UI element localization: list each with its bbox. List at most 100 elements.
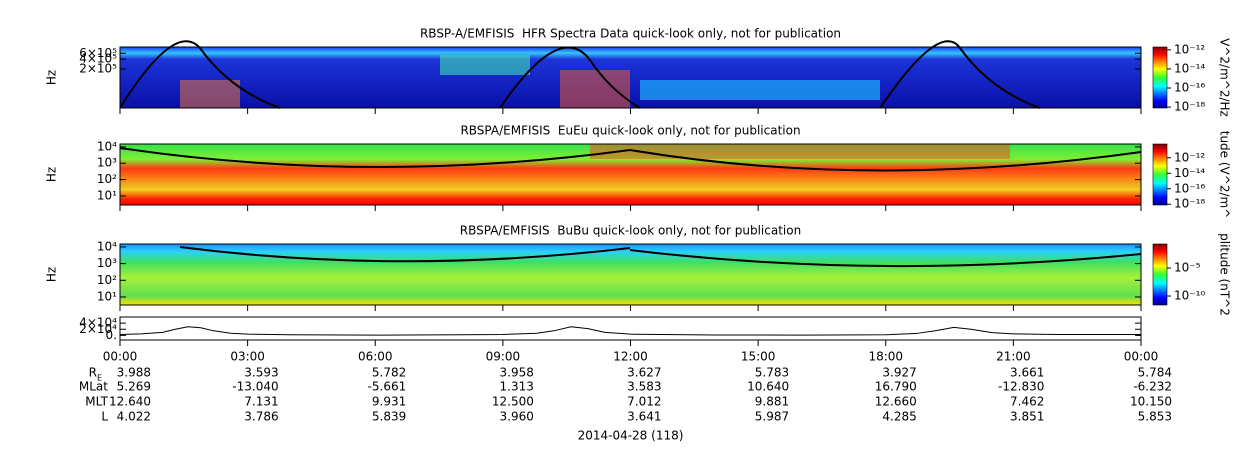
- x-tick-label: 09:00: [486, 350, 521, 364]
- ephemeris-value: 3.927: [882, 366, 916, 380]
- spectrogram-feature: [640, 80, 880, 100]
- panel-title: RBSP-A/EMFISIS HFR Spectra Data quick-lo…: [420, 27, 841, 41]
- y-axis-label: Hz: [45, 167, 59, 182]
- ephemeris-value: 5.782: [372, 366, 406, 380]
- y-tick-label: 6×10⁵: [79, 46, 117, 60]
- ephemeris-value: 10.640: [747, 380, 789, 394]
- ephemeris-value: 3.641: [627, 410, 661, 424]
- ephemeris-value: 16.790: [875, 380, 917, 394]
- ephemeris-label: MLat: [79, 380, 108, 394]
- ephemeris-value: 12.500: [492, 395, 534, 409]
- ephemeris-value: 9.931: [372, 395, 406, 409]
- cyclotron-curve: [119, 40, 1041, 109]
- ephemeris-value: 5.839: [372, 410, 406, 424]
- ephemeris-value: 12.640: [109, 395, 151, 409]
- y-tick-label: 10²: [97, 172, 117, 186]
- panel-title: RBSPA/EMFISIS EuEu quick-look only, not …: [460, 124, 800, 138]
- y-tick-label: 4×10⁵: [79, 52, 117, 66]
- y-tick-label: 0.: [106, 328, 117, 342]
- panel-frame: [119, 316, 1142, 341]
- panel-frame: [119, 46, 1142, 109]
- y-tick-label: 10³: [97, 256, 117, 270]
- ephemeris-label-subscript: E: [97, 374, 102, 383]
- ephemeris-value: 7.131: [244, 395, 278, 409]
- panel-title: RBSPA/EMFISIS BuBu quick-look only, not …: [460, 224, 801, 238]
- ephemeris-value: -12.830: [998, 380, 1044, 394]
- x-tick-label: 15:00: [741, 350, 776, 364]
- ephemeris-label: L: [101, 410, 108, 424]
- ephemeris-value: 9.881: [755, 395, 789, 409]
- colorbar-tick-label: 10⁻¹²: [1174, 150, 1205, 164]
- y-tick-label: 4×10⁴: [79, 316, 117, 330]
- x-tick-label: 21:00: [996, 350, 1031, 364]
- ephemeris-value: 5.269: [117, 380, 151, 394]
- ephemeris-value: 10.150: [1130, 395, 1172, 409]
- ephemeris-value: 3.583: [627, 380, 661, 394]
- colorbar-tick-label: 10⁻¹⁸: [1174, 100, 1205, 114]
- spectrogram-image: [120, 47, 1141, 108]
- date-label: 2014-04-28 (118): [578, 429, 684, 443]
- colorbar-tick-label: 10⁻¹⁰: [1174, 289, 1205, 303]
- ephemeris-value: 4.285: [882, 410, 916, 424]
- ephemeris-value: 7.012: [627, 395, 661, 409]
- colorbar-tick-label: 10⁻¹⁶: [1174, 81, 1205, 95]
- spectrogram-feature: [180, 80, 240, 108]
- ephemeris-label: R: [89, 366, 97, 380]
- colorbar: [1152, 46, 1168, 109]
- colorbar-tick-label: 10⁻¹⁴: [1174, 61, 1205, 75]
- spectrogram-feature: [560, 70, 630, 108]
- ephemeris-value: 7.462: [1010, 395, 1044, 409]
- y-tick-label: 10²: [97, 273, 117, 287]
- cyclotron-curve: [119, 147, 1142, 172]
- ephemeris-value: 5.783: [755, 366, 789, 380]
- ephemeris-value: 3.958: [500, 366, 534, 380]
- colorbar-tick-label: 10⁻⁵: [1174, 261, 1201, 275]
- colorbar-label: tude (V^2/m^: [1218, 131, 1232, 219]
- colorbar-tick-label: 10⁻¹⁶: [1174, 181, 1205, 195]
- ephemeris-value: 4.022: [117, 410, 151, 424]
- cyclotron-curve: [179, 246, 1142, 268]
- data-line: [119, 326, 1141, 336]
- ephemeris-label: MLT: [85, 395, 108, 409]
- colorbar: [1152, 243, 1168, 306]
- ephemeris-value: 3.988: [117, 366, 151, 380]
- colorbar-tick-label: 10⁻¹²: [1174, 42, 1205, 56]
- x-tick-label: 18:00: [868, 350, 903, 364]
- spectrogram-feature: [440, 55, 530, 75]
- x-tick-label: 12:00: [613, 350, 648, 364]
- ephemeris-value: 12.660: [875, 395, 917, 409]
- ephemeris-value: 3.786: [244, 410, 278, 424]
- ephemeris-value: 3.851: [1010, 410, 1044, 424]
- colorbar-tick-label: 10⁻¹⁴: [1174, 166, 1205, 180]
- x-tick-label: 00:00: [1124, 350, 1159, 364]
- y-tick-label: 10⁴: [97, 239, 117, 253]
- y-tick-label: 10³: [97, 156, 117, 170]
- ephemeris-value: 5.987: [755, 410, 789, 424]
- panel-frame: [119, 243, 1142, 306]
- ephemeris-value: -6.232: [1133, 380, 1172, 394]
- ephemeris-value: 5.784: [1138, 366, 1172, 380]
- spectrogram-backgrounds: [119, 40, 1142, 305]
- y-tick-label: 10¹: [97, 289, 117, 303]
- ephemeris-value: 1.313: [500, 380, 534, 394]
- panel-frame: [119, 143, 1142, 206]
- y-tick-label: 2×10⁵: [79, 61, 117, 75]
- ephemeris-value: -13.040: [232, 380, 278, 394]
- y-tick-label: 10⁴: [97, 139, 117, 153]
- y-tick-label: 2×10⁴: [79, 322, 117, 336]
- ephemeris-value: -5.661: [368, 380, 407, 394]
- colorbar-label: V^2/m^2/Hz: [1218, 38, 1232, 117]
- x-tick-label: 03:00: [230, 350, 265, 364]
- colorbar-label: plitude (nT^2: [1218, 233, 1232, 316]
- spectrogram-feature: [590, 144, 1010, 159]
- y-axis-label: Hz: [45, 70, 59, 85]
- spectrogram-image: [120, 244, 1141, 305]
- y-tick-label: 10¹: [97, 188, 117, 202]
- x-tick-label: 06:00: [358, 350, 393, 364]
- ephemeris-value: 3.960: [500, 410, 534, 424]
- ephemeris-value: 3.661: [1010, 366, 1044, 380]
- plot-layer: RBSP-A/EMFISIS HFR Spectra Data quick-lo…: [45, 27, 1232, 443]
- colorbar: [1152, 143, 1168, 206]
- y-axis-label: Hz: [45, 267, 59, 282]
